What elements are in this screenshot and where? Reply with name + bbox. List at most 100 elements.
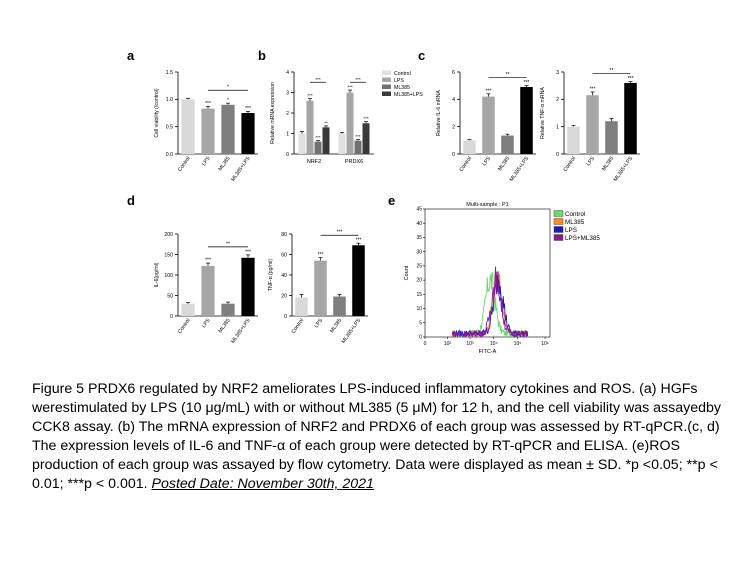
chart-y-tick-label: 6	[452, 70, 455, 76]
bar	[567, 126, 580, 154]
x-tick-label: Control	[459, 156, 474, 173]
x-tick-label: ML385	[329, 318, 343, 335]
x-tick-label: ML385	[218, 156, 232, 173]
bar	[333, 296, 346, 316]
chart-y-axis-label: IL-6(pg/ml)	[154, 262, 160, 287]
bar	[221, 104, 235, 154]
x-tick-label: Control	[177, 156, 192, 173]
legend-swatch	[382, 91, 391, 96]
x-tick-label: ML385	[601, 156, 615, 173]
x-tick-label: 10³	[466, 341, 474, 347]
chart-il6-mrna: 0 2 4 6 Relative IL-6 mRNA Control *** LPS ML385…	[436, 70, 536, 183]
x-tick-label: LPS	[586, 155, 597, 167]
bar	[221, 303, 235, 316]
significance-stars: ***	[205, 258, 211, 264]
chart-y-tick-label: 3	[286, 90, 289, 96]
y-tick-label: 35	[416, 235, 422, 241]
significance-stars: ***	[355, 134, 361, 139]
bar	[201, 265, 215, 316]
y-tick-label: 45	[416, 207, 422, 213]
chart-y-tick-label: 100	[164, 273, 173, 279]
group-label: PRDX6	[345, 159, 363, 165]
x-tick-label: 0	[424, 341, 427, 347]
bar	[354, 140, 362, 154]
significance-stars: ***	[347, 85, 353, 90]
chart-y-tick-label: 0.0	[166, 152, 173, 158]
x-tick-label: ML385+LPS	[230, 317, 252, 344]
x-axis-label: FITC-A	[479, 349, 497, 355]
x-tick-label: 10⁴	[490, 341, 498, 347]
significance-stars: **	[324, 120, 328, 125]
legend-label: LPS+ML385	[565, 235, 600, 242]
bar	[624, 82, 637, 154]
bar	[520, 87, 533, 154]
legend-swatch	[553, 218, 564, 225]
panel-letter-e: e	[388, 193, 396, 208]
y-tick-label: 10	[416, 306, 422, 312]
bracket-label: *	[227, 85, 229, 91]
significance-stars: *	[227, 98, 229, 104]
plot-frame	[424, 208, 551, 338]
bar	[181, 99, 195, 154]
x-tick-label: LPS	[314, 317, 325, 329]
chart-y-tick-label: 3	[556, 70, 559, 76]
chart-y-tick-label: 40	[281, 273, 287, 279]
legend-label: Control	[565, 211, 585, 218]
figure-caption: Figure 5 PRDX6 regulated by NRF2 amelior…	[32, 380, 732, 494]
bar	[338, 133, 346, 154]
x-tick-label: ML385	[218, 318, 232, 335]
y-axis-label: Count	[404, 265, 410, 280]
chart-y-tick-label: 200	[164, 232, 173, 238]
bar	[482, 96, 495, 154]
y-tick-label: 20	[416, 278, 422, 284]
bracket-label: **	[610, 68, 614, 74]
chart-y-tick-label: 150	[164, 252, 173, 258]
bar	[314, 260, 327, 316]
group-label: NRF2	[307, 159, 321, 165]
chart-title: Multi-sample : P1	[466, 202, 509, 208]
bar	[322, 127, 330, 154]
significance-stars: ***	[356, 238, 362, 244]
bracket-label: ***	[355, 77, 361, 83]
chart-y-tick-label: 0	[286, 152, 289, 158]
posted-date: Posted Date: November 30th, 2021	[151, 476, 374, 492]
significance-stars: ***	[524, 80, 530, 86]
x-tick-label: ML385	[497, 156, 511, 173]
chart-y-tick-label: 1	[556, 124, 559, 130]
x-tick-label: ML385+LPS	[509, 155, 531, 182]
bar	[352, 245, 365, 316]
legend-swatch	[553, 234, 564, 241]
y-tick-label: 15	[416, 292, 422, 298]
significance-stars: ***	[245, 106, 251, 112]
legend-label: LPS	[565, 227, 577, 234]
y-tick-label: 5	[419, 320, 422, 326]
significance-stars: ***	[315, 135, 321, 140]
chart-y-tick-label: 4	[286, 70, 289, 76]
histogram-series	[452, 266, 529, 339]
chart-y-tick-label: 0	[170, 314, 173, 320]
legend-label: ML385	[394, 85, 410, 91]
chart-y-tick-label: 1.0	[166, 97, 173, 103]
legend-swatch	[382, 70, 391, 75]
bar	[241, 113, 255, 154]
x-tick-label: LPS	[482, 155, 493, 167]
bar	[463, 140, 476, 154]
bar	[298, 133, 306, 154]
legend-swatch	[382, 77, 391, 82]
bracket-label: ***	[337, 230, 343, 236]
chart-y-tick-label: 0.5	[166, 124, 173, 130]
significance-stars: ***	[363, 116, 369, 121]
chart-y-tick-label: 0	[556, 152, 559, 158]
chart-y-tick-label: 1	[286, 131, 289, 137]
bar	[586, 95, 599, 154]
chart-y-tick-label: 80	[281, 232, 287, 238]
chart-y-axis-label: Relative IL-6 mRNA	[436, 90, 442, 136]
chart-y-tick-label: 2	[452, 124, 455, 130]
y-tick-label: 40	[416, 221, 422, 227]
bracket-label: ***	[315, 77, 321, 83]
y-tick-label: 25	[416, 263, 422, 269]
x-tick-label: LPS	[201, 317, 212, 329]
y-tick-label: 30	[416, 249, 422, 255]
caption-text: Figure 5 PRDX6 regulated by NRF2 amelior…	[32, 381, 721, 492]
